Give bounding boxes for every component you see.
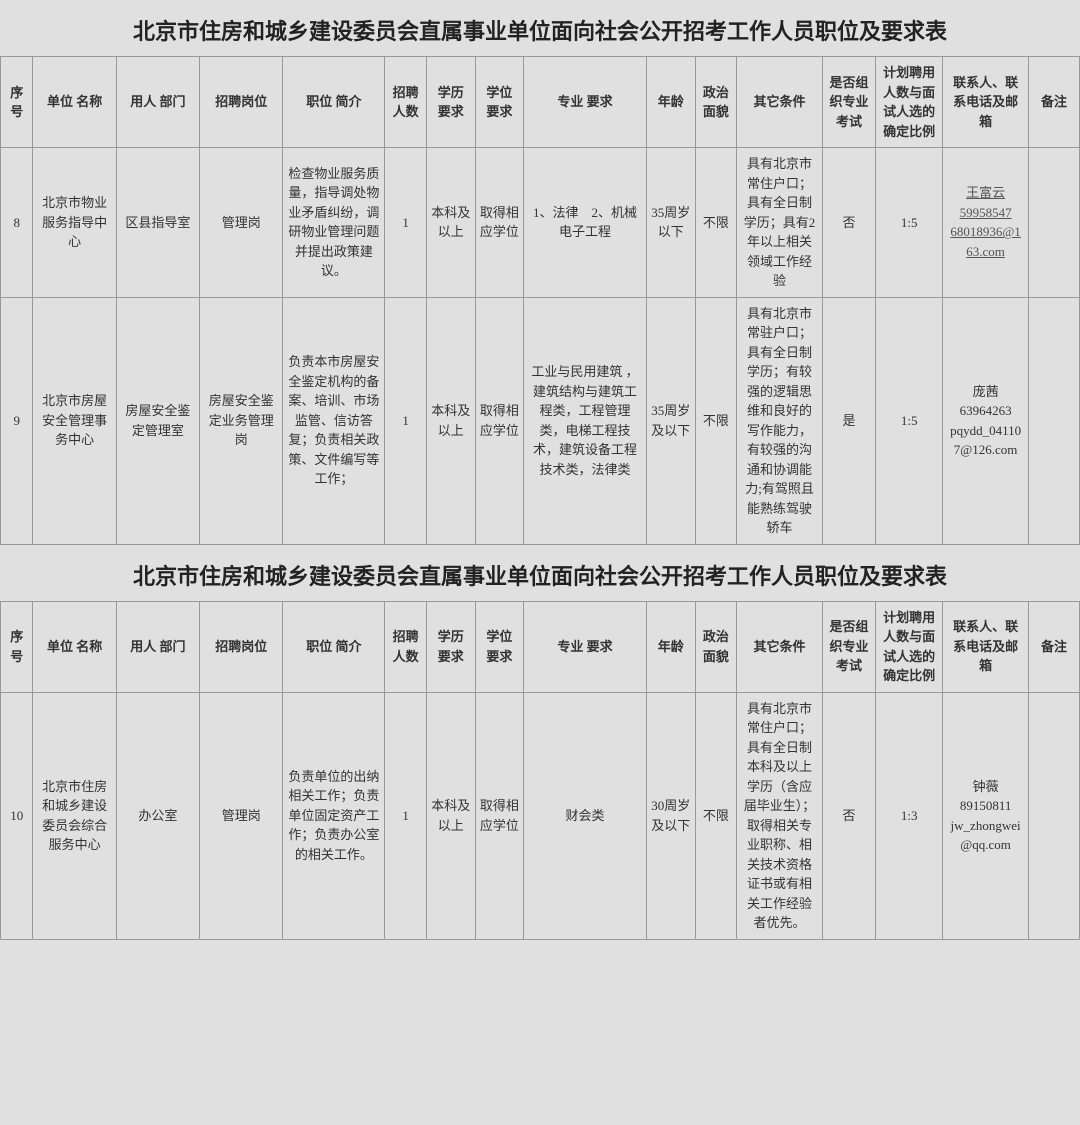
cell-contact: 王富云 59958547 68018936@163.com (943, 148, 1029, 298)
table-header-2: 序号 单位 名称 用人 部门 招聘岗位 职位 简介 招聘 人数 学历 要求 学位… (1, 601, 1080, 692)
cell-maj: 财会类 (524, 692, 647, 939)
cell-deg: 取得相应学位 (475, 692, 524, 939)
cell-org: 北京市房屋安全管理事务中心 (33, 297, 116, 544)
th-dept: 用人 部门 (116, 57, 199, 148)
cell-ratio: 1:5 (876, 148, 943, 298)
th-pol: 政治 面貌 (695, 601, 737, 692)
table-row: 9北京市房屋安全管理事务中心房屋安全鉴定管理室房屋安全鉴定业务管理岗负责本市房屋… (1, 297, 1080, 544)
cell-dept: 房屋安全鉴定管理室 (116, 297, 199, 544)
th-desc: 职位 简介 (283, 601, 385, 692)
cell-dept: 区县指导室 (116, 148, 199, 298)
table-header-1: 序号 单位 名称 用人 部门 招聘岗位 职位 简介 招聘 人数 学历 要求 学位… (1, 57, 1080, 148)
cell-deg: 取得相应学位 (475, 297, 524, 544)
page-title-2: 北京市住房和城乡建设委员会直属事业单位面向社会公开招考工作人员职位及要求表 (0, 545, 1080, 601)
th-desc: 职位 简介 (283, 57, 385, 148)
th-seq: 序号 (1, 57, 33, 148)
cell-note (1028, 692, 1079, 939)
th-seq: 序号 (1, 601, 33, 692)
cell-num: 1 (385, 148, 427, 298)
recruitment-table-2: 序号 单位 名称 用人 部门 招聘岗位 职位 简介 招聘 人数 学历 要求 学位… (0, 601, 1080, 940)
cell-exam: 否 (822, 148, 875, 298)
th-exam: 是否组织专业考试 (822, 601, 875, 692)
th-edu: 学历 要求 (426, 601, 475, 692)
cell-desc: 负责单位的出纳相关工作；负责单位固定资产工作；负责办公室的相关工作。 (283, 692, 385, 939)
cell-age: 35周岁及以下 (646, 297, 695, 544)
th-contact: 联系人、联系电话及邮箱 (943, 601, 1029, 692)
th-post: 招聘岗位 (200, 57, 283, 148)
th-pol: 政治 面貌 (695, 57, 737, 148)
th-ratio: 计划聘用人数与面试人选的确定比例 (876, 601, 943, 692)
cell-num: 1 (385, 692, 427, 939)
th-maj: 专业 要求 (524, 601, 647, 692)
cell-org: 北京市住房和城乡建设委员会综合服务中心 (33, 692, 116, 939)
th-ratio: 计划聘用人数与面试人选的确定比例 (876, 57, 943, 148)
cell-pol: 不限 (695, 297, 737, 544)
contact-link[interactable]: 王富云 59958547 68018936@163.com (950, 185, 1020, 259)
cell-age: 35周岁以下 (646, 148, 695, 298)
cell-pol: 不限 (695, 148, 737, 298)
th-post: 招聘岗位 (200, 601, 283, 692)
cell-ratio: 1:3 (876, 692, 943, 939)
th-note: 备注 (1028, 57, 1079, 148)
cell-edu: 本科及以上 (426, 692, 475, 939)
cell-post: 房屋安全鉴定业务管理岗 (200, 297, 283, 544)
th-deg: 学位 要求 (475, 57, 524, 148)
cell-org: 北京市物业服务指导中心 (33, 148, 116, 298)
cell-desc: 检查物业服务质量，指导调处物业矛盾纠纷，调研物业管理问题并提出政策建议。 (283, 148, 385, 298)
cell-edu: 本科及以上 (426, 148, 475, 298)
th-deg: 学位 要求 (475, 601, 524, 692)
th-num: 招聘 人数 (385, 57, 427, 148)
table-row: 10北京市住房和城乡建设委员会综合服务中心办公室管理岗负责单位的出纳相关工作；负… (1, 692, 1080, 939)
th-org: 单位 名称 (33, 57, 116, 148)
cell-post: 管理岗 (200, 692, 283, 939)
page-title-1: 北京市住房和城乡建设委员会直属事业单位面向社会公开招考工作人员职位及要求表 (0, 0, 1080, 56)
th-age: 年龄 (646, 601, 695, 692)
th-maj: 专业 要求 (524, 57, 647, 148)
cell-age: 30周岁及以下 (646, 692, 695, 939)
th-dept: 用人 部门 (116, 601, 199, 692)
cell-note (1028, 297, 1079, 544)
cell-maj: 1、法律 2、机械电子工程 (524, 148, 647, 298)
cell-contact: 钟薇 89150811 jw_zhongwei@qq.com (943, 692, 1029, 939)
cell-contact: 庞茜 63964263 pqydd_041107@126.com (943, 297, 1029, 544)
cell-seq: 8 (1, 148, 33, 298)
cell-edu: 本科及以上 (426, 297, 475, 544)
cell-exam: 否 (822, 692, 875, 939)
cell-num: 1 (385, 297, 427, 544)
cell-seq: 9 (1, 297, 33, 544)
cell-other: 具有北京市常驻户口；具有全日制学历；有较强的逻辑思维和良好的写作能力，有较强的沟… (737, 297, 823, 544)
cell-deg: 取得相应学位 (475, 148, 524, 298)
th-contact: 联系人、联系电话及邮箱 (943, 57, 1029, 148)
th-other: 其它条件 (737, 601, 823, 692)
th-edu: 学历 要求 (426, 57, 475, 148)
table-row: 8北京市物业服务指导中心区县指导室管理岗检查物业服务质量，指导调处物业矛盾纠纷，… (1, 148, 1080, 298)
th-exam: 是否组织专业考试 (822, 57, 875, 148)
cell-other: 具有北京市常住户口；具有全日制学历；具有2年以上相关领域工作经验 (737, 148, 823, 298)
cell-other: 具有北京市常住户口；具有全日制本科及以上学历（含应届毕业生）；取得相关专业职称、… (737, 692, 823, 939)
cell-pol: 不限 (695, 692, 737, 939)
cell-exam: 是 (822, 297, 875, 544)
th-num: 招聘 人数 (385, 601, 427, 692)
cell-note (1028, 148, 1079, 298)
cell-post: 管理岗 (200, 148, 283, 298)
th-age: 年龄 (646, 57, 695, 148)
cell-maj: 工业与民用建筑 ，建筑结构与建筑工程类，工程管理类，电梯工程技术，建筑设备工程技… (524, 297, 647, 544)
cell-desc: 负责本市房屋安全鉴定机构的备案、培训、市场监管、信访答复；负责相关政策、文件编写… (283, 297, 385, 544)
th-org: 单位 名称 (33, 601, 116, 692)
th-note: 备注 (1028, 601, 1079, 692)
cell-dept: 办公室 (116, 692, 199, 939)
th-other: 其它条件 (737, 57, 823, 148)
cell-ratio: 1:5 (876, 297, 943, 544)
cell-seq: 10 (1, 692, 33, 939)
recruitment-table-1: 序号 单位 名称 用人 部门 招聘岗位 职位 简介 招聘 人数 学历 要求 学位… (0, 56, 1080, 545)
